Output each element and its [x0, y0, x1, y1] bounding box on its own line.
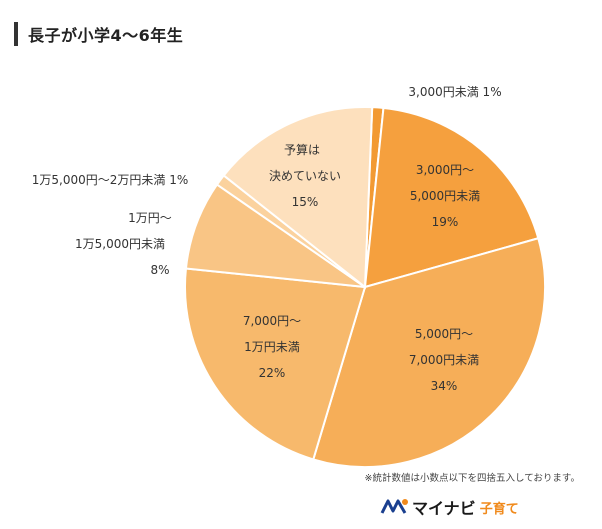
slice-label-1a: 3,000円〜 — [416, 163, 474, 177]
logo-sub: 子育て — [479, 501, 519, 517]
slice-label-4b: 1万5,000円未満 — [75, 237, 165, 251]
pie-slice-3 — [184, 267, 367, 461]
pie-slices — [184, 106, 546, 468]
chart-title-block: 長子が小学4〜6年生 — [14, 22, 183, 46]
slice-label-2b: 7,000円未満 — [409, 353, 479, 367]
slice-pct-2: 34% — [431, 379, 458, 393]
slice-pct-3: 22% — [259, 366, 286, 380]
slice-label-6a: 予算は — [284, 142, 320, 157]
mynavi-logo: マイナビ 子育て — [380, 495, 519, 519]
slice-label-1b: 5,000円未満 — [410, 189, 480, 203]
slice-label-3a: 7,000円〜 — [243, 314, 301, 328]
slice-pct-1: 19% — [432, 215, 459, 229]
slice-label-5: 1万5,000円〜2万円未満 1% — [32, 173, 188, 187]
slice-pct-4: 8% — [150, 263, 169, 277]
pie-slice-2 — [312, 237, 546, 468]
slice-label-0: 3,000円未満 1% — [408, 85, 501, 99]
title-accent-bar — [14, 22, 18, 46]
pie-labels: 3,000円未満 1% 3,000円〜 5,000円未満 19% 5,000円〜… — [32, 85, 502, 393]
mynavi-mark-icon — [380, 499, 408, 514]
pie-slice-1 — [363, 106, 540, 289]
slice-label-4a: 1万円〜 — [128, 211, 172, 225]
pie-slice-4 — [184, 183, 366, 288]
slice-pct-6: 15% — [292, 195, 319, 209]
logo-text: マイナビ — [412, 499, 476, 518]
chart-title: 長子が小学4〜6年生 — [28, 26, 184, 45]
pie-slice-6 — [222, 106, 374, 290]
slice-label-3b: 1万円未満 — [244, 340, 300, 354]
footnote: ※統計数値は小数点以下を四捨五入しております。 — [364, 473, 580, 484]
slice-label-2a: 5,000円〜 — [415, 327, 473, 341]
slice-label-6b: 決めていない — [269, 169, 341, 183]
